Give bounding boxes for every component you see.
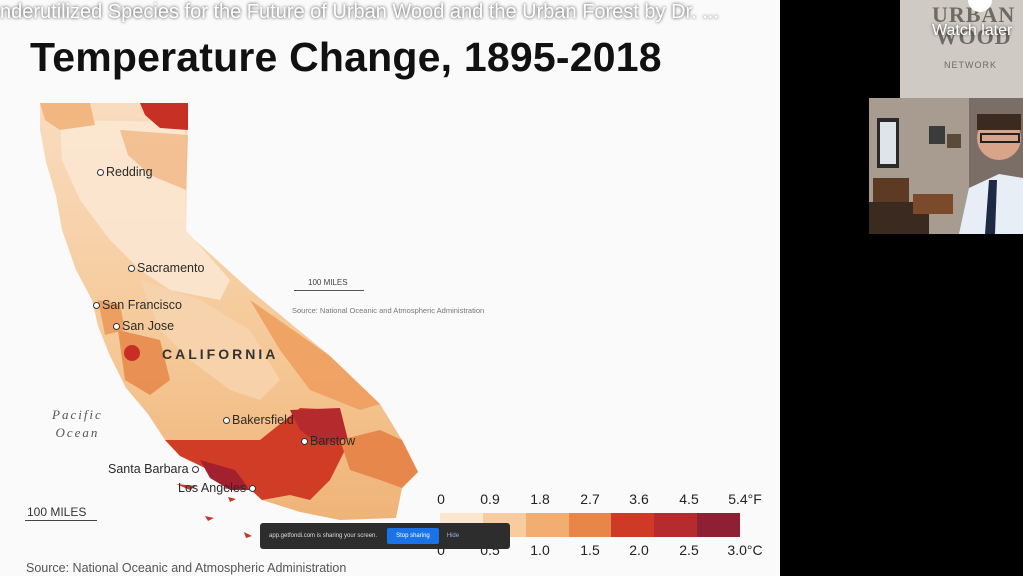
city-name: Sacramento: [137, 261, 205, 275]
legend-tick-c: 1.0: [530, 542, 550, 558]
city-label-los-angeles: Los Angeles: [178, 481, 258, 495]
city-dot-icon: [93, 302, 100, 310]
legend-tick-f: 2.7: [580, 491, 600, 507]
california-temperature-map: [40, 103, 418, 538]
legend-tick-c: 1.5: [580, 542, 600, 558]
legend-tick-c: 2.5: [679, 542, 699, 558]
city-dot-icon: [223, 417, 230, 425]
city-name: Los Angeles: [178, 481, 247, 495]
city-name: Santa Barbara: [108, 462, 189, 476]
city-label-redding: Redding: [97, 165, 153, 179]
legend-swatch: [525, 513, 569, 537]
legend-tick-f: 4.5: [679, 491, 699, 507]
city-dot-icon: [97, 169, 104, 177]
logo-wordmark: URBAN WOOD: [932, 4, 1015, 48]
logo-subtext: NETWORK: [944, 60, 997, 70]
city-label-bakersfield: Bakersfield: [223, 413, 294, 427]
legend-swatch: [568, 513, 612, 537]
scale-label: 100 MILES: [27, 505, 87, 519]
share-message: app.getfondi.com is sharing your screen.: [269, 533, 378, 539]
presentation-slide: Temperature Change, 1895-2018 Redding Sa…: [0, 0, 780, 576]
hide-share-bar-button[interactable]: Hide: [446, 533, 460, 539]
legend-tick-c: 0: [437, 542, 445, 558]
city-name: Barstow: [310, 434, 356, 448]
legend-tick-c: 2.0: [629, 542, 649, 558]
watch-later-button[interactable]: Watch later: [932, 22, 1013, 39]
legend-tick-f: 3.6: [629, 491, 649, 507]
city-dot-icon: [301, 438, 308, 446]
source-text: Source: National Oceanic and Atmospheric…: [26, 561, 347, 575]
city-name: Bakersfield: [232, 413, 294, 427]
watch-later-icon[interactable]: [968, 0, 992, 12]
legend-tick-c: 3.0°C: [727, 542, 763, 558]
city-label-sacramento: Sacramento: [128, 261, 204, 275]
ocean-label: Pacific Ocean: [52, 406, 103, 442]
logo-line: WOOD: [935, 24, 1012, 49]
legend-swatch: [697, 513, 741, 537]
logo-line: URBAN: [932, 2, 1016, 27]
slide-title: Temperature Change, 1895-2018: [30, 34, 662, 80]
legend-tick-f: 1.8: [530, 491, 550, 507]
city-dot-icon: [191, 466, 199, 474]
legend-tick-f: 0.9: [480, 491, 500, 507]
city-dot-icon: [113, 323, 120, 331]
screen-share-bar: app.getfondi.com is sharing your screen.…: [260, 523, 510, 549]
legend-swatch: [611, 513, 655, 537]
video-title[interactable]: nderutilized Species for the Future of U…: [0, 1, 719, 23]
city-label-san-francisco: San Francisco: [93, 298, 182, 312]
city-name: San Jose: [122, 319, 175, 333]
city-dot-icon: [249, 485, 257, 493]
city-dot-icon: [128, 265, 135, 273]
ocean-label-line2: Ocean: [55, 425, 100, 440]
scale-label-small: 100 MILES: [308, 278, 348, 287]
state-label: CALIFORNIA: [162, 346, 279, 362]
stop-sharing-button[interactable]: Stop sharing: [387, 528, 439, 544]
presenter-video-icon: [869, 98, 1023, 234]
legend-tick-f: 0: [437, 491, 445, 507]
city-label-san-jose: San Jose: [113, 319, 174, 333]
city-name: San Francisco: [102, 298, 182, 312]
webcam-feed: [869, 98, 1023, 234]
legend-swatch: [654, 513, 698, 537]
ocean-label-line1: Pacific: [52, 407, 103, 422]
city-name: Redding: [106, 165, 153, 179]
source-text-small: Source: National Oceanic and Atmospheric…: [292, 306, 485, 315]
urban-wood-logo-panel: URBAN WOOD NETWORK: [900, 0, 1023, 98]
city-label-barstow: Barstow: [301, 434, 355, 448]
scale-bar: [25, 520, 97, 521]
city-label-santa-barbara: Santa Barbara: [108, 462, 201, 476]
scale-bar-small: [294, 290, 364, 291]
legend-tick-f: 5.4°F: [728, 491, 762, 507]
